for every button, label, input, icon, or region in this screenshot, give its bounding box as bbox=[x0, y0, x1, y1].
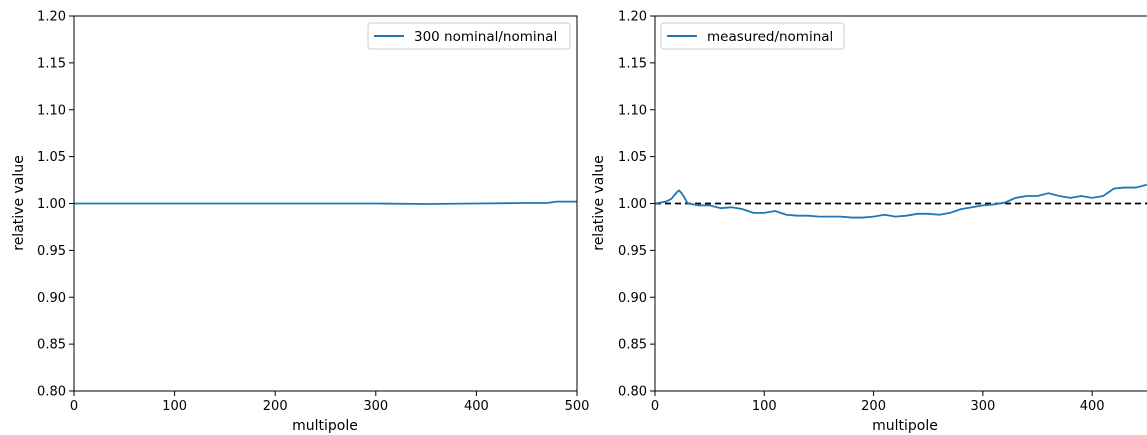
right-y-tick-label: 1.15 bbox=[618, 56, 647, 71]
left-x-tick-label: 500 bbox=[565, 399, 590, 414]
left-legend-box bbox=[367, 22, 571, 50]
right-x-tick-label: 400 bbox=[1080, 399, 1105, 414]
left-y-tick-label: 1.00 bbox=[37, 197, 66, 212]
right-ticks: 0.80 0.85 0.90 0.95 1.00 1.05 1.10 1.15 1.20 0 100… bbox=[618, 10, 1105, 415]
right-legend-box bbox=[660, 22, 845, 50]
left-x-axis-label: multipole bbox=[292, 418, 358, 434]
right-y-tick-label: 1.05 bbox=[618, 150, 647, 165]
left-x-tick-label: 0 bbox=[70, 399, 78, 414]
left-plot-frame bbox=[73, 15, 578, 392]
right-y-tick-label: 0.90 bbox=[618, 291, 647, 306]
left-series-line bbox=[74, 200, 577, 205]
left-series-group bbox=[74, 200, 577, 205]
right-y-tick-label: 0.95 bbox=[618, 244, 647, 259]
right-y-tick-label: 1.20 bbox=[618, 10, 647, 25]
right-y-tick-label: 0.85 bbox=[618, 338, 647, 353]
right-y-tick-label: 1.00 bbox=[618, 197, 647, 212]
left-y-axis-label: relative value bbox=[11, 155, 27, 251]
left-x-tick-label: 200 bbox=[263, 399, 288, 414]
left-y-tick-label: 1.10 bbox=[37, 103, 66, 118]
right-x-tick-label: 100 bbox=[752, 399, 777, 414]
left-y-tick-label: 0.85 bbox=[37, 338, 66, 353]
left-legend: 300 nominal/nominal bbox=[367, 22, 571, 50]
left-x-tick-label: 400 bbox=[464, 399, 489, 414]
right-x-tick-label: 300 bbox=[970, 399, 995, 414]
left-y-tick-label: 0.90 bbox=[37, 291, 66, 306]
left-legend-label: 300 nominal/nominal bbox=[414, 29, 557, 45]
left-y-tick-label: 1.15 bbox=[37, 56, 66, 71]
right-x-tick-label: 200 bbox=[861, 399, 886, 414]
right-y-tick-label: 0.80 bbox=[618, 385, 647, 400]
right-chart-panel: 0.80 0.85 0.90 0.95 1.00 1.05 1.10 1.15 1.20 0 100… bbox=[591, 10, 1147, 434]
left-y-tick-label: 0.95 bbox=[37, 244, 66, 259]
left-x-tick-label: 300 bbox=[363, 399, 388, 414]
right-series-line bbox=[655, 183, 1147, 219]
right-legend-label: measured/nominal bbox=[707, 29, 833, 45]
left-y-tick-label: 1.05 bbox=[37, 150, 66, 165]
right-y-axis-label: relative value bbox=[591, 155, 607, 251]
left-ticks: 0.80 0.85 0.90 0.95 1.00 1.05 1.10 1.15 1.20 0 100… bbox=[37, 10, 589, 415]
right-series-group bbox=[655, 183, 1147, 219]
left-y-tick-label: 1.20 bbox=[37, 10, 66, 25]
right-legend: measured/nominal bbox=[660, 22, 845, 50]
right-x-tick-label: 0 bbox=[651, 399, 659, 414]
left-y-tick-label: 0.80 bbox=[37, 385, 66, 400]
left-x-tick-label: 100 bbox=[162, 399, 187, 414]
left-chart-panel: 0.80 0.85 0.90 0.95 1.00 1.05 1.10 1.15 1.20 0 100… bbox=[11, 10, 589, 435]
right-x-axis-label: multipole bbox=[872, 418, 938, 434]
right-y-tick-label: 1.10 bbox=[618, 103, 647, 118]
right-plot-frame bbox=[654, 15, 1147, 392]
